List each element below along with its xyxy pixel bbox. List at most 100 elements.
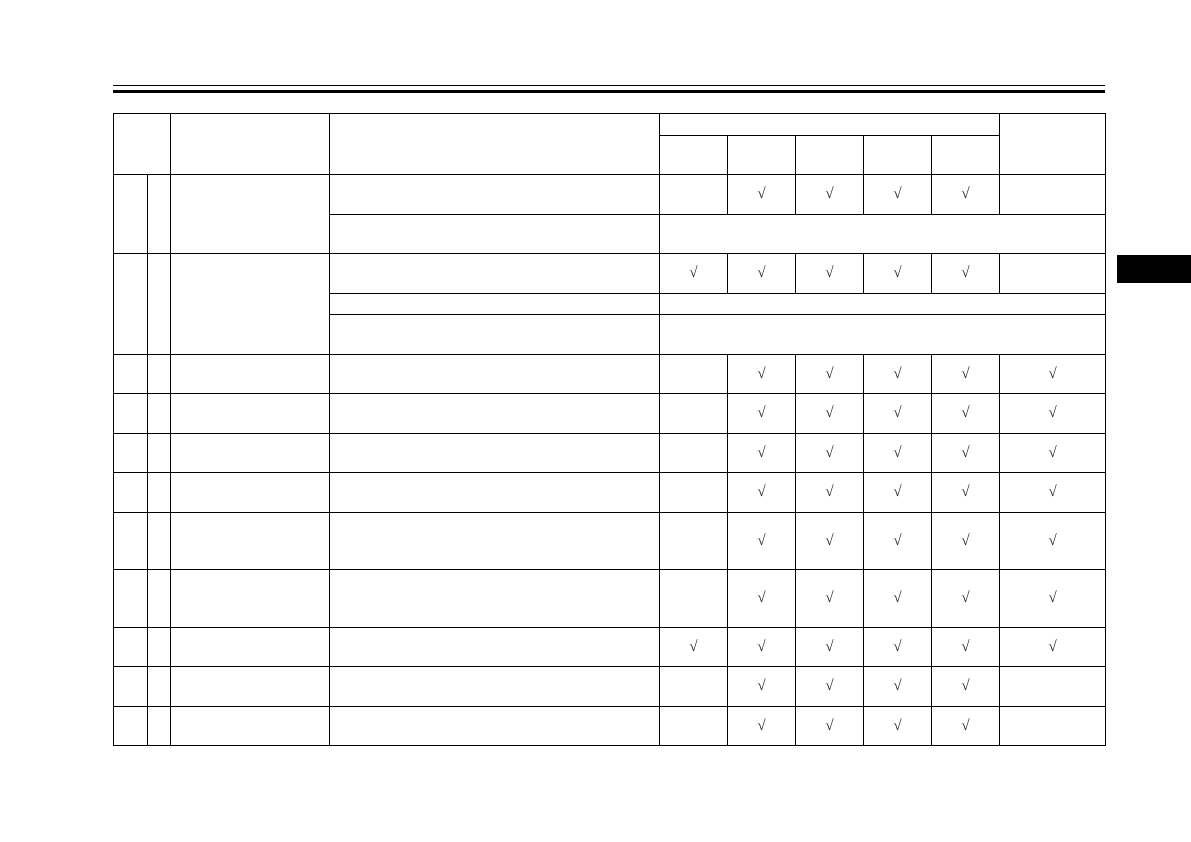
check-mark: √: [893, 186, 902, 202]
table-row: [114, 314, 1107, 355]
check-mark: √: [893, 265, 902, 281]
header-check: [329, 113, 660, 175]
check-mark: √: [757, 678, 766, 694]
row-check-description: [329, 174, 660, 215]
interval-cell: [659, 706, 728, 746]
check-mark: √: [825, 532, 834, 549]
interval-cell: √: [727, 512, 796, 570]
interval-cell: [659, 433, 728, 473]
check-mark: √: [757, 265, 766, 281]
row-no: [113, 393, 148, 434]
interval-cell: √: [999, 433, 1107, 473]
interval-cell: √: [863, 174, 932, 215]
header-interval-2: [727, 135, 796, 175]
check-mark: √: [825, 365, 834, 382]
row-item: [170, 354, 330, 394]
row-item: [170, 433, 330, 473]
chapter-tab: [1117, 255, 1191, 283]
interval-cell: √: [795, 666, 864, 707]
check-mark: √: [825, 717, 834, 734]
interval-cell: [999, 174, 1107, 215]
interval-cell: √: [930, 706, 1001, 746]
row-check-description: [329, 706, 660, 746]
row-no: [113, 354, 148, 394]
check-mark: √: [961, 365, 970, 382]
header-interval-4: [863, 135, 932, 175]
row-item: [170, 666, 330, 707]
row-sub: [147, 393, 171, 434]
row-check-description: [329, 627, 660, 667]
row-no: [113, 666, 148, 707]
interval-cell: √: [727, 354, 796, 394]
row-no: [113, 253, 148, 355]
interval-cell: [659, 666, 728, 707]
interval-cell: √: [930, 512, 1001, 570]
interval-cell: √: [727, 253, 796, 294]
interval-cell: √: [727, 569, 796, 628]
row-item: [170, 706, 330, 746]
check-mark: √: [689, 638, 698, 655]
row-item: [170, 569, 330, 628]
check-mark: √: [757, 638, 766, 655]
interval-cell: [999, 253, 1107, 294]
check-mark: √: [825, 484, 834, 500]
interval-cell: √: [863, 433, 932, 473]
check-mark: √: [825, 265, 834, 281]
maintenance-table: √ √ √ √ √ √ √ √ √ √ √ √ √ √ √ √ √ √ √ √ √ √ √ √ √ √ √ √ √ √ √ √ √ √ √ √ √ √ √ √…: [113, 113, 1107, 746]
interval-cell: √: [930, 433, 1001, 473]
header-rule-thin: [113, 85, 1105, 86]
row-no: [113, 433, 148, 473]
interval-cell: √: [795, 512, 864, 570]
interval-cell: √: [863, 354, 932, 394]
row-sub: [147, 472, 171, 513]
check-mark: √: [1048, 532, 1057, 549]
check-mark: √: [757, 532, 766, 549]
interval-cell: √: [795, 253, 864, 294]
header-item: [170, 113, 330, 175]
interval-cell: [659, 472, 728, 513]
check-mark: √: [961, 265, 970, 281]
interval-cell: √: [795, 393, 864, 434]
check-mark: √: [757, 405, 766, 421]
interval-cell: √: [727, 472, 796, 513]
check-mark: √: [961, 444, 970, 461]
row-sub: [147, 433, 171, 473]
row-check-description: [329, 433, 660, 473]
header-no: [113, 113, 171, 175]
row-check-description: [329, 393, 660, 434]
interval-cell: [999, 666, 1107, 707]
table-row: [114, 214, 1107, 254]
row-no: [113, 627, 148, 667]
check-mark: √: [689, 265, 698, 281]
interval-cell: [659, 393, 728, 434]
interval-cell: √: [727, 393, 796, 434]
table-row: √ √ √ √ √: [113, 472, 1107, 513]
interval-cell: √: [999, 627, 1107, 667]
table-row: √ √ √ √ √: [113, 253, 1107, 355]
interval-cell: √: [930, 666, 1001, 707]
header-annual: [999, 113, 1107, 175]
check-mark: √: [893, 444, 902, 461]
table-row: √ √ √ √ √ √: [113, 627, 1107, 667]
row-sub: [147, 627, 171, 667]
interval-cell: √: [999, 472, 1107, 513]
check-mark: √: [757, 444, 766, 461]
row-sub: [147, 354, 171, 394]
header-row: [113, 113, 1107, 175]
row-sub: [147, 569, 171, 628]
interval-cell: √: [999, 393, 1107, 434]
check-mark: √: [893, 365, 902, 382]
row-item: [170, 253, 330, 355]
interval-cell: √: [727, 174, 796, 215]
interval-cell: √: [863, 393, 932, 434]
interval-cell: √: [659, 253, 728, 294]
check-mark: √: [825, 678, 834, 694]
check-mark: √: [961, 405, 970, 421]
check-mark: √: [893, 638, 902, 655]
check-mark: √: [961, 186, 970, 202]
row-item: [170, 627, 330, 667]
interval-cell: √: [727, 627, 796, 667]
row-check-description: [329, 666, 660, 707]
interval-cell: √: [930, 627, 1001, 667]
check-mark: √: [961, 532, 970, 549]
